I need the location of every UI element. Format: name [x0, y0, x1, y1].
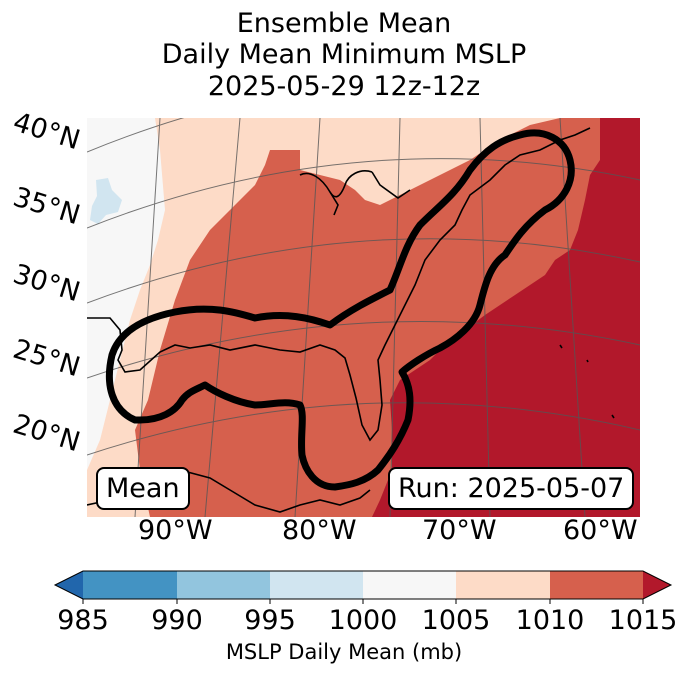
- colorbar-tick-1015: 1015: [608, 605, 678, 636]
- title-line-1: Ensemble Mean: [236, 8, 452, 39]
- colorbar-tick-1010: 1010: [515, 605, 585, 636]
- lon-label-80w: 80°W: [282, 515, 357, 546]
- colorbar-tick-995: 995: [244, 605, 296, 636]
- run-label-box: Run: 2025-05-07: [388, 467, 635, 510]
- colorbar-bin-995-1000: [270, 571, 363, 599]
- colorbar-tick-1000: 1000: [328, 605, 398, 636]
- field-above-1015: [372, 118, 640, 517]
- field-995-1000: [90, 178, 122, 224]
- colorbar-extend-low: [55, 571, 83, 599]
- colorbar-bin-1005-1010: [456, 571, 550, 599]
- colorbar-extend-high: [643, 571, 671, 599]
- colorbar-tick-985: 985: [57, 605, 109, 636]
- colorbar-tick-1005: 1005: [421, 605, 491, 636]
- colorbar-label: MSLP Daily Mean (mb): [225, 640, 463, 664]
- colorbar-bin-1000-1005: [363, 571, 456, 599]
- colorbar-bin-990-995: [177, 571, 270, 599]
- mslp-contour: [105, 129, 575, 491]
- colorbar-tick-990: 990: [151, 605, 203, 636]
- lon-label-60w: 60°W: [563, 515, 638, 546]
- colorbar-bin-1010-1015: [550, 571, 643, 599]
- mean-label-box: Mean: [96, 467, 190, 510]
- title-line-2: Daily Mean Minimum MSLP: [161, 39, 527, 70]
- lon-label-90w: 90°W: [138, 515, 213, 546]
- colorbar-bin-985-990: [83, 571, 177, 599]
- title-line-3: 2025-05-29 12z-12z: [207, 71, 481, 102]
- lon-label-70w: 70°W: [422, 515, 497, 546]
